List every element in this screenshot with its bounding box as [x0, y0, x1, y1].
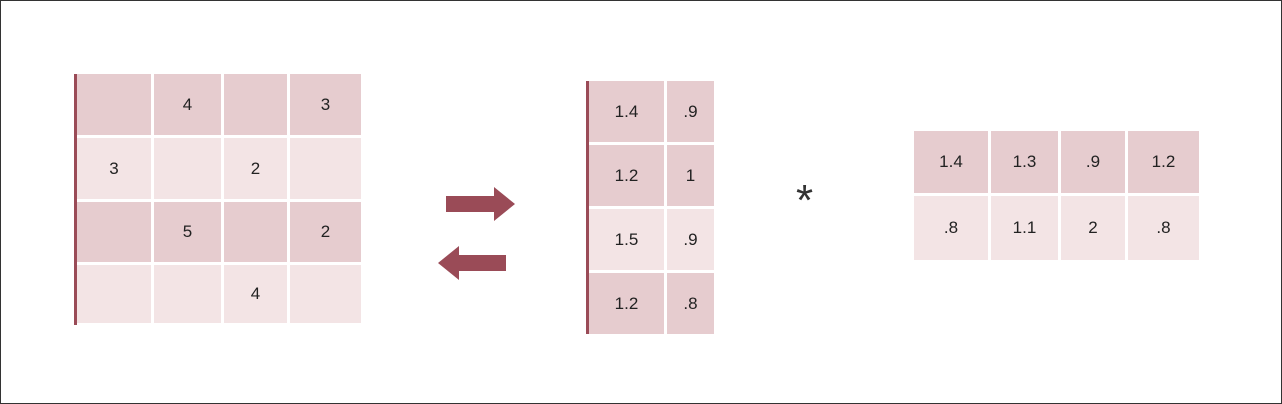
item-factor-cell: .8 [914, 196, 988, 260]
ratings-row-bar [74, 74, 77, 325]
item-factor-cell: .9 [1061, 131, 1125, 193]
ratings-cell [77, 74, 151, 135]
ratings-cell [77, 265, 151, 323]
user-factor-cell: 1.4 [589, 81, 664, 142]
user-factor-matrix: 1.4 .9 1.2 1 1.5 .9 1.2 .8 [589, 81, 714, 334]
item-factor-cell: 1.4 [914, 131, 988, 193]
ratings-cell [77, 202, 151, 262]
item-factor-cell: .8 [1128, 196, 1199, 260]
right-arrow-icon [446, 187, 515, 221]
ratings-cell [290, 265, 361, 323]
user-factor-cell: .9 [667, 81, 714, 142]
ratings-cell: 4 [154, 74, 221, 135]
user-factor-cell: .8 [667, 273, 714, 334]
ratings-cell: 3 [290, 74, 361, 135]
ratings-cell [224, 74, 287, 135]
ratings-cell: 3 [77, 138, 151, 199]
ratings-matrix: 4 3 3 2 5 2 4 [77, 74, 361, 323]
item-factor-cell: 1.3 [991, 131, 1058, 193]
user-factor-cell: 1 [667, 145, 714, 206]
ratings-cell [224, 202, 287, 262]
ratings-cell: 5 [154, 202, 221, 262]
left-arrow-icon [438, 246, 506, 280]
ratings-cell [290, 138, 361, 199]
ratings-cell: 2 [224, 138, 287, 199]
item-factor-matrix: 1.4 1.3 .9 1.2 .8 1.1 2 .8 [914, 131, 1199, 260]
user-factor-cell: 1.5 [589, 209, 664, 270]
ratings-cell: 4 [224, 265, 287, 323]
ratings-cell [154, 138, 221, 199]
multiply-operator: * [796, 176, 814, 225]
item-factor-cell: 1.1 [991, 196, 1058, 260]
user-factor-cell: 1.2 [589, 145, 664, 206]
item-factor-cell: 2 [1061, 196, 1125, 260]
user-factor-cell: 1.2 [589, 273, 664, 334]
ratings-cell [154, 265, 221, 323]
ratings-cell: 2 [290, 202, 361, 262]
user-factor-row-bar [586, 81, 589, 334]
user-factor-cell: .9 [667, 209, 714, 270]
item-factor-cell: 1.2 [1128, 131, 1199, 193]
